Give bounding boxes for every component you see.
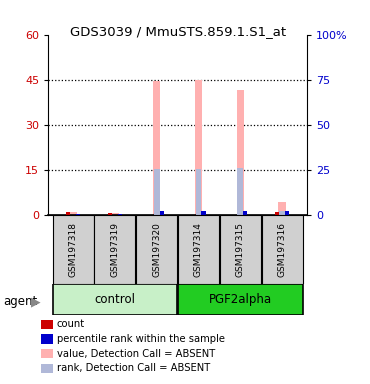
Bar: [118, 214, 122, 215]
FancyBboxPatch shape: [178, 284, 303, 315]
Text: count: count: [57, 319, 85, 329]
Bar: [159, 212, 164, 215]
Bar: [278, 202, 286, 215]
Text: percentile rank within the sample: percentile rank within the sample: [57, 334, 225, 344]
Bar: [201, 212, 206, 215]
FancyBboxPatch shape: [53, 215, 94, 284]
Bar: [70, 212, 77, 215]
Text: GSM197320: GSM197320: [152, 222, 161, 277]
FancyBboxPatch shape: [262, 215, 303, 284]
Text: GSM197318: GSM197318: [69, 222, 78, 277]
Bar: [153, 81, 161, 215]
FancyBboxPatch shape: [94, 215, 135, 284]
FancyBboxPatch shape: [178, 215, 219, 284]
Text: GSM197319: GSM197319: [110, 222, 120, 277]
Text: value, Detection Call = ABSENT: value, Detection Call = ABSENT: [57, 349, 215, 359]
FancyBboxPatch shape: [136, 215, 177, 284]
Text: GSM197316: GSM197316: [278, 222, 286, 277]
Bar: [195, 80, 202, 215]
Bar: [111, 213, 119, 215]
Text: PGF2alpha: PGF2alpha: [209, 293, 272, 306]
Text: GDS3039 / MmuSTS.859.1.S1_at: GDS3039 / MmuSTS.859.1.S1_at: [70, 25, 286, 38]
Text: control: control: [94, 293, 135, 306]
Bar: [279, 210, 285, 215]
Bar: [237, 167, 243, 215]
Text: GSM197314: GSM197314: [194, 222, 203, 277]
Bar: [108, 213, 112, 215]
FancyBboxPatch shape: [53, 284, 177, 315]
Bar: [154, 169, 159, 215]
Bar: [285, 212, 289, 215]
Bar: [243, 212, 248, 215]
Bar: [66, 212, 70, 215]
Bar: [236, 90, 244, 215]
Bar: [275, 212, 279, 215]
Text: agent: agent: [4, 295, 38, 308]
FancyBboxPatch shape: [220, 215, 261, 284]
Bar: [196, 169, 201, 215]
Text: rank, Detection Call = ABSENT: rank, Detection Call = ABSENT: [57, 363, 210, 373]
Text: ▶: ▶: [31, 295, 41, 308]
Bar: [76, 214, 80, 215]
Text: GSM197315: GSM197315: [236, 222, 245, 277]
